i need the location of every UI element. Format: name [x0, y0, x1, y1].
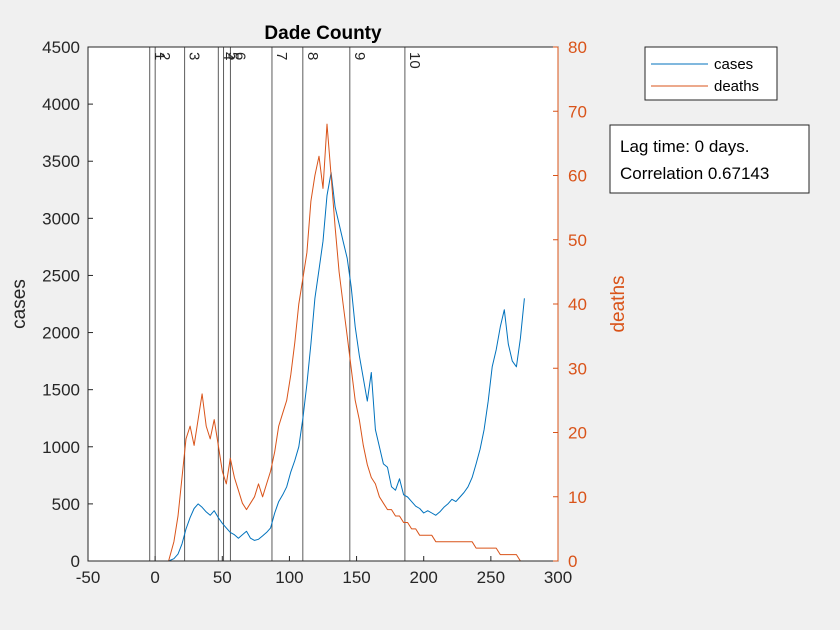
x-tick-label: 150 [342, 568, 370, 587]
annotation-box: Lag time: 0 days. Correlation 0.67143 [609, 124, 810, 194]
y-left-tick-label: 1500 [42, 381, 80, 400]
y-left-tick-label: 3000 [42, 209, 80, 228]
y-left-tick-label: 2000 [42, 324, 80, 343]
y-right-tick-label: 60 [568, 167, 587, 186]
y-right-tick-label: 10 [568, 488, 587, 507]
x-tick-label: 100 [275, 568, 303, 587]
event-label-5: 5 [225, 52, 242, 60]
legend: cases deaths [644, 46, 778, 101]
series-line-cases [168, 172, 525, 562]
y-left-tick-label: 0 [71, 552, 80, 571]
x-tick-label: 0 [150, 568, 159, 587]
y-left-tick-label: 4500 [42, 38, 80, 57]
series-line-deaths [168, 123, 525, 562]
x-tick-label: 300 [544, 568, 572, 587]
y-left-tick-label: 4000 [42, 95, 80, 114]
y-right-tick-label: 20 [568, 424, 587, 443]
axes: -50 0 50 100 150 200 250 3000500100015002000250… [42, 38, 587, 587]
x-tick-label: 250 [477, 568, 505, 587]
event-label-7: 7 [273, 52, 290, 60]
annotation-lag-text: Lag time: 0 days. [620, 137, 749, 156]
annotation-correlation-text: Correlation 0.67143 [620, 164, 769, 183]
series-lines [168, 123, 525, 562]
x-tick-label: -50 [76, 568, 101, 587]
event-label-6: 6 [231, 52, 248, 60]
event-label-4: 4 [219, 52, 236, 60]
y-right-tick-label: 0 [568, 552, 577, 571]
event-lines: 12 3 456 7 8 9 10 [149, 47, 423, 561]
y-left-tick-label: 2500 [42, 266, 80, 285]
y-left-tick-label: 1000 [42, 438, 80, 457]
plot-area [88, 47, 558, 561]
y-left-tick-label: 3500 [42, 152, 80, 171]
legend-label-cases: cases [714, 56, 753, 73]
legend-label-deaths: deaths [714, 78, 759, 95]
x-tick-label: 50 [213, 568, 232, 587]
event-label-9: 9 [351, 52, 368, 60]
event-label-2: 2 [156, 52, 173, 60]
event-label-1: 1 [151, 52, 168, 60]
event-label-8: 8 [304, 52, 321, 60]
y-right-tick-label: 30 [568, 359, 587, 378]
y-left-tick-label: 500 [52, 495, 80, 514]
y-axis-label-right: deaths [608, 275, 629, 332]
y-axis-label-left: cases [9, 279, 30, 329]
chart-title: Dade County [264, 23, 382, 44]
y-right-tick-label: 70 [568, 102, 587, 121]
y-right-tick-label: 40 [568, 295, 587, 314]
x-tick-label: 200 [410, 568, 438, 587]
y-right-tick-label: 80 [568, 38, 587, 57]
event-label-10: 10 [406, 52, 423, 69]
y-right-tick-label: 50 [568, 231, 587, 250]
annotation-frame [609, 124, 810, 194]
event-label-3: 3 [186, 52, 203, 60]
legend-box [644, 46, 778, 101]
